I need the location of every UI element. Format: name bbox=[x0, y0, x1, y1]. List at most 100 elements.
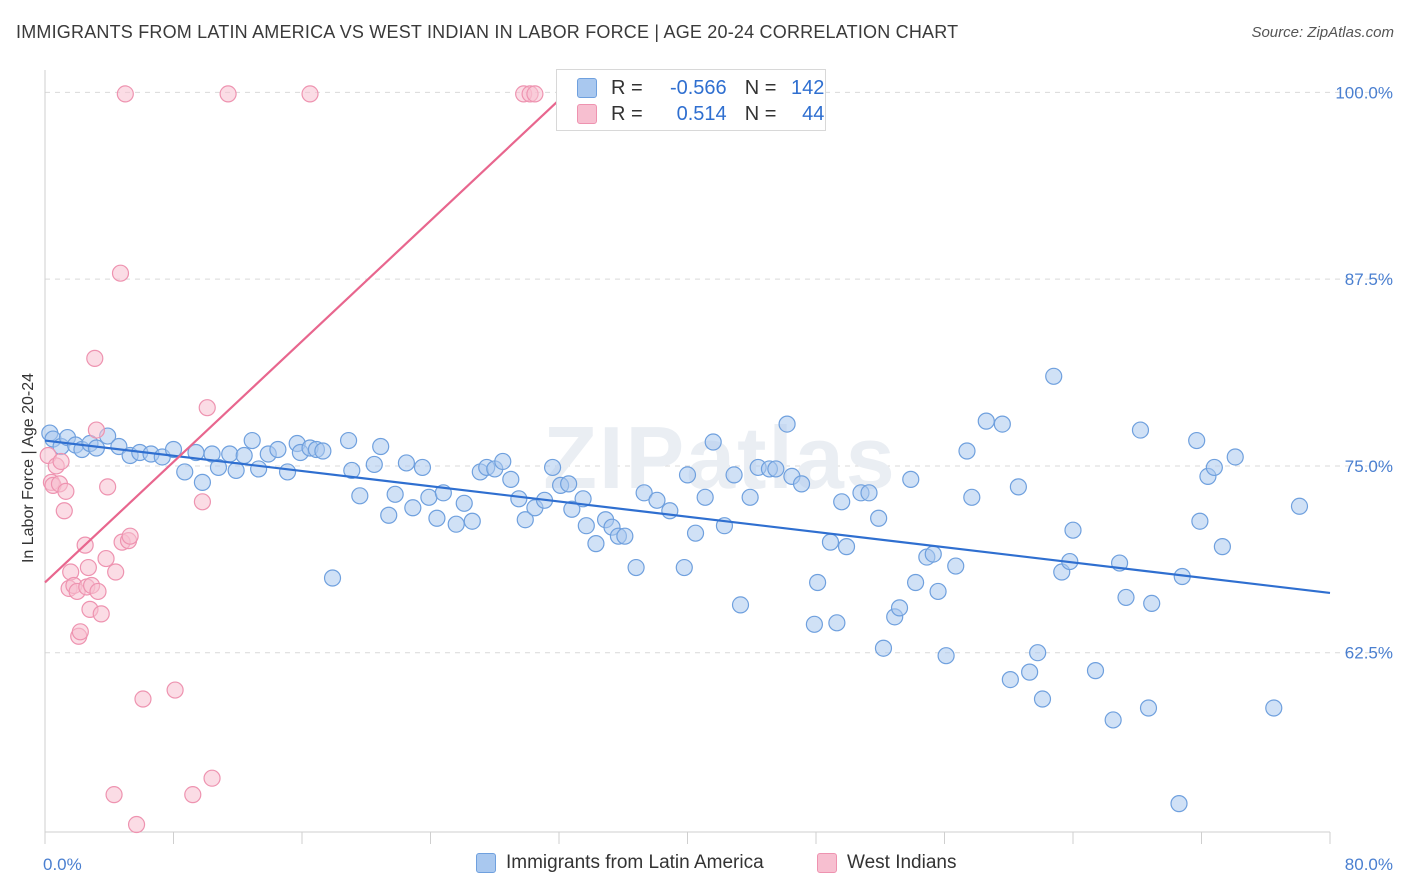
latin-america-point bbox=[696, 488, 714, 506]
latin-america-trendline bbox=[44, 439, 1331, 595]
latin-america-point bbox=[372, 437, 390, 456]
west-indian-point bbox=[166, 681, 184, 699]
latin-america-point bbox=[1226, 448, 1244, 466]
correlation-legend: R = -0.566 N = 142 R = 0.514 N = 44 bbox=[556, 69, 826, 131]
west-indian-point bbox=[107, 563, 125, 581]
latin-america-point bbox=[778, 415, 796, 433]
latin-america-point bbox=[1021, 663, 1039, 681]
west-indian-point bbox=[526, 85, 544, 103]
west-indian-point bbox=[55, 502, 73, 520]
data-points bbox=[39, 85, 1309, 834]
latin-america-point bbox=[993, 415, 1011, 433]
west-indian-trendline bbox=[44, 84, 576, 584]
latin-america-point bbox=[380, 506, 398, 524]
latin-america-point bbox=[890, 599, 909, 617]
latin-america-point bbox=[250, 460, 268, 478]
latin-america-point bbox=[731, 596, 750, 614]
latin-america-point bbox=[870, 509, 888, 527]
latin-america-point bbox=[447, 515, 465, 533]
latin-america-point bbox=[678, 466, 697, 484]
latin-america-point bbox=[767, 460, 785, 478]
tick-labels: 62.5% 75.0% 87.5% 100.0% 0.0% 80.0% bbox=[43, 83, 1393, 874]
latin-america-point bbox=[924, 545, 942, 563]
west-indian-point bbox=[97, 549, 115, 568]
latin-america-point bbox=[502, 470, 520, 488]
latin-america-point bbox=[874, 639, 893, 657]
latin-america-point bbox=[1009, 478, 1027, 496]
latin-america-point bbox=[704, 433, 722, 451]
r-label: R = bbox=[611, 76, 643, 99]
latin-america-point bbox=[1131, 421, 1150, 439]
latin-america-point bbox=[741, 488, 759, 506]
latin-america-point bbox=[339, 431, 358, 450]
latin-america-point bbox=[420, 488, 438, 506]
latin-america-point bbox=[463, 512, 481, 530]
latin-america-point bbox=[455, 494, 473, 512]
latin-america-point bbox=[1170, 795, 1188, 813]
latin-america-point bbox=[937, 647, 955, 665]
r-label: R = bbox=[611, 102, 643, 125]
n-value: 142 bbox=[791, 76, 825, 99]
latin-america-point bbox=[977, 412, 995, 430]
legend-swatch-blue bbox=[476, 853, 496, 873]
latin-america-point bbox=[193, 473, 212, 491]
y-tick-label: 87.5% bbox=[1345, 270, 1393, 289]
latin-america-point bbox=[809, 573, 827, 592]
pink-swatch bbox=[577, 104, 597, 124]
latin-america-point bbox=[725, 466, 743, 484]
latin-america-point bbox=[1104, 711, 1122, 729]
west-indian-point bbox=[121, 527, 139, 545]
latin-america-point bbox=[351, 487, 369, 505]
latin-america-point bbox=[828, 614, 846, 632]
latin-america-point bbox=[397, 454, 416, 472]
latin-america-point bbox=[963, 488, 981, 506]
legend-item-latin-america[interactable]: Immigrants from Latin America bbox=[476, 852, 764, 874]
latin-america-point bbox=[269, 440, 287, 459]
latin-america-point bbox=[428, 509, 446, 527]
west-indian-point bbox=[193, 493, 212, 511]
west-indian-point bbox=[92, 605, 110, 623]
gridlines bbox=[45, 91, 1395, 654]
latin-america-point bbox=[404, 499, 422, 517]
latin-america-point bbox=[1205, 458, 1223, 477]
west-indian-point bbox=[111, 264, 130, 282]
latin-america-point bbox=[616, 527, 634, 545]
r-value: -0.566 bbox=[669, 76, 727, 99]
latin-america-point bbox=[563, 500, 581, 518]
latin-america-point bbox=[627, 558, 645, 577]
latin-america-point bbox=[243, 431, 261, 450]
y-tick-label: 100.0% bbox=[1335, 83, 1393, 102]
latin-america-point bbox=[323, 569, 342, 587]
trend-lines bbox=[44, 84, 1331, 595]
latin-america-point bbox=[837, 538, 856, 556]
latin-america-point bbox=[675, 558, 693, 577]
y-tick-label: 75.0% bbox=[1345, 457, 1393, 476]
n-label: N = bbox=[744, 102, 777, 125]
latin-america-point bbox=[929, 582, 947, 601]
chart-legend: Immigrants from Latin America West India… bbox=[0, 850, 1406, 880]
latin-america-point bbox=[221, 445, 239, 463]
n-value: 44 bbox=[802, 102, 825, 125]
legend-label: West Indians bbox=[847, 852, 957, 873]
latin-america-point bbox=[413, 458, 432, 477]
watermark: ZIPatlas bbox=[543, 408, 896, 507]
latin-america-point bbox=[1213, 538, 1231, 556]
latin-america-point bbox=[577, 517, 595, 535]
west-indian-point bbox=[127, 815, 146, 834]
latin-america-point bbox=[805, 615, 823, 633]
west-indian-point bbox=[203, 769, 221, 787]
latin-america-point bbox=[176, 463, 194, 481]
west-indian-point bbox=[99, 478, 117, 496]
latin-america-point bbox=[543, 458, 562, 477]
latin-america-point bbox=[958, 442, 976, 460]
west-indian-point bbox=[219, 85, 237, 103]
latin-america-point bbox=[1117, 588, 1135, 607]
legend-item-west-indians[interactable]: West Indians bbox=[817, 852, 956, 874]
latin-america-point bbox=[510, 490, 528, 508]
latin-america-point bbox=[686, 524, 705, 542]
latin-america-point bbox=[365, 455, 383, 474]
latin-america-point bbox=[1188, 431, 1206, 450]
latin-america-point bbox=[209, 458, 228, 477]
latin-america-point bbox=[635, 484, 653, 502]
west-indian-point bbox=[198, 399, 216, 417]
